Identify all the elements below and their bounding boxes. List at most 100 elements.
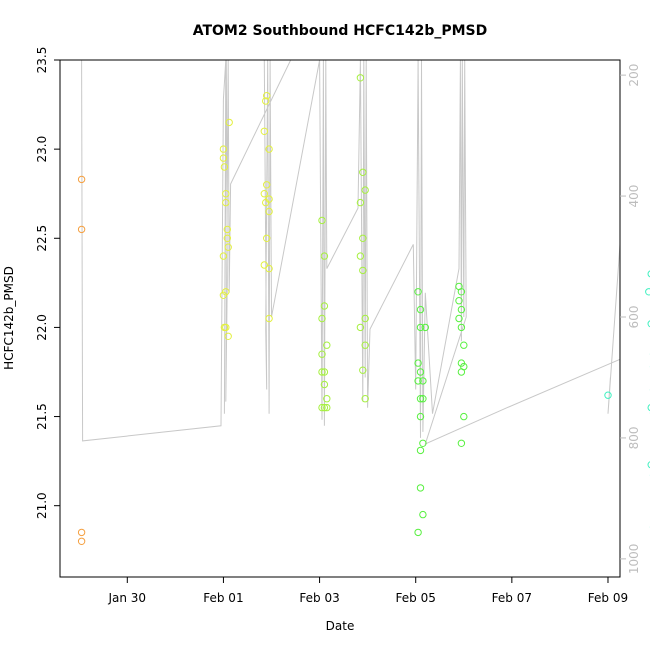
data-point xyxy=(457,323,466,332)
data-point xyxy=(647,404,650,412)
data-point xyxy=(414,528,422,537)
data-point xyxy=(263,181,271,189)
data-point xyxy=(323,395,331,403)
data-point xyxy=(419,439,427,447)
chart-title: ATOM2 Southbound HCFC142b_PMSD xyxy=(193,23,488,39)
data-point xyxy=(320,252,329,260)
data-point xyxy=(223,234,232,243)
data-point xyxy=(359,168,367,177)
y-tick-label: 23.0 xyxy=(35,136,49,163)
data-point xyxy=(219,145,228,153)
data-point xyxy=(320,302,329,310)
data-point xyxy=(222,198,230,207)
data-point xyxy=(455,314,463,323)
y-axis: 21.0 21.5 22.0 22.5 23.0 23.5 xyxy=(35,47,60,519)
data-point xyxy=(219,252,228,260)
data-point xyxy=(647,461,650,469)
data-point xyxy=(414,288,422,296)
data-point xyxy=(647,270,650,278)
data-point xyxy=(222,190,230,198)
data-point xyxy=(361,395,369,403)
data-point xyxy=(323,403,331,412)
data-point xyxy=(421,323,429,332)
data-point xyxy=(416,323,425,332)
data-point xyxy=(320,368,329,376)
data-point xyxy=(361,186,369,194)
x-tick-label: Feb 05 xyxy=(396,591,436,605)
data-point xyxy=(318,314,326,323)
profile-line xyxy=(81,59,621,445)
data-point xyxy=(323,341,331,349)
data-point xyxy=(416,305,425,314)
y-tick-label: 22.0 xyxy=(35,314,49,341)
data-point xyxy=(419,510,427,519)
data-point xyxy=(265,314,273,323)
x-axis-label: Date xyxy=(326,619,355,633)
data-point xyxy=(265,207,273,216)
data-point xyxy=(419,377,427,385)
data-point xyxy=(260,190,268,198)
data-point xyxy=(414,377,422,385)
data-point xyxy=(645,288,650,296)
data-point xyxy=(222,323,230,332)
data-point xyxy=(457,288,466,296)
data-point xyxy=(359,366,367,374)
data-point xyxy=(263,234,271,243)
x-tick-label: Feb 09 xyxy=(588,591,628,605)
data-point xyxy=(77,175,86,184)
data-point xyxy=(356,323,365,332)
data-point xyxy=(77,537,86,545)
data-point xyxy=(223,225,232,234)
data-point xyxy=(318,216,326,225)
y-tick-label: 22.5 xyxy=(35,225,49,252)
y2-tick-label: 800 xyxy=(627,426,641,449)
data-point xyxy=(356,252,365,260)
plot-frame xyxy=(59,59,621,578)
data-point xyxy=(262,97,270,105)
data-point xyxy=(260,261,268,269)
y2-tick-label: 1000 xyxy=(627,544,641,575)
data-point xyxy=(263,92,271,100)
data-point xyxy=(224,332,232,340)
data-point xyxy=(225,118,233,127)
data-point xyxy=(356,198,365,207)
data-point xyxy=(361,314,369,323)
y2-tick-label: 600 xyxy=(627,306,641,329)
y-axis-label: HCFC142b_PMSD xyxy=(2,266,16,370)
x-tick-label: Feb 07 xyxy=(492,591,532,605)
profile-layer xyxy=(81,59,621,445)
points-layer xyxy=(77,74,650,545)
data-point xyxy=(419,395,427,403)
data-point xyxy=(265,145,273,153)
data-point xyxy=(361,341,369,349)
y2-tick-label: 200 xyxy=(627,64,641,87)
data-point xyxy=(416,446,425,455)
data-point xyxy=(77,528,86,537)
data-point xyxy=(647,320,650,328)
y-tick-label: 21.0 xyxy=(35,492,49,519)
y2-tick-label: 400 xyxy=(627,185,641,208)
data-point xyxy=(416,484,425,492)
x-tick-label: Feb 03 xyxy=(299,591,339,605)
data-point xyxy=(460,341,468,349)
y-tick-label: 23.5 xyxy=(35,47,49,74)
data-point xyxy=(318,403,326,412)
data-point xyxy=(220,163,229,171)
data-point xyxy=(457,368,466,376)
data-point xyxy=(318,368,326,376)
data-point xyxy=(260,127,268,136)
data-point xyxy=(457,439,466,447)
data-point xyxy=(457,305,466,314)
data-point xyxy=(359,234,367,243)
data-point xyxy=(414,359,422,367)
data-point xyxy=(265,264,273,273)
data-point xyxy=(77,225,86,234)
data-point xyxy=(219,291,228,299)
data-point xyxy=(416,368,425,376)
data-point xyxy=(455,297,463,305)
data-point xyxy=(359,266,367,275)
data-point xyxy=(318,350,326,358)
data-point xyxy=(356,74,365,82)
